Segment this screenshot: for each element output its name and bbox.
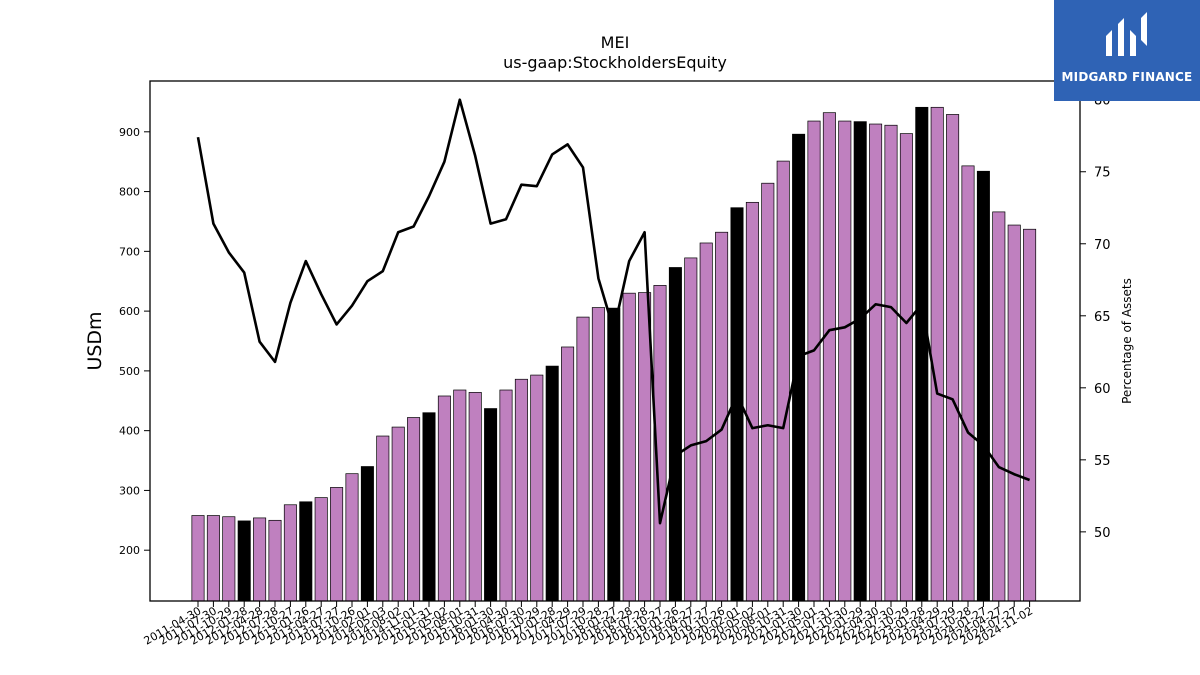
bar [1007,224,1021,602]
bar [314,497,328,602]
bar [869,123,883,602]
bar [360,466,374,602]
bar [992,211,1006,602]
bar [345,473,359,602]
plot-frame [149,80,1081,602]
y-tick-label: 400 [119,425,140,438]
bar [253,517,267,602]
y-tick-label: 600 [119,305,140,318]
bar [514,378,528,602]
y2-tick-label: 60 [1094,382,1111,397]
bar [437,395,451,602]
bar [268,519,282,602]
y-axis-label: USDm [84,311,106,370]
y-tick-label: 500 [119,365,140,378]
bar [622,292,636,602]
bar [330,487,344,602]
brand-name: MIDGARD FINANCE [1061,70,1193,84]
bar [237,520,251,602]
bar [976,170,990,602]
bar [761,182,775,602]
bar [961,165,975,602]
bar [638,292,652,602]
bar [1023,228,1037,602]
bar [222,516,236,602]
bar [946,114,960,602]
bar [853,121,867,602]
bar [699,242,713,602]
bar [776,160,790,602]
bar [545,365,559,602]
bar [684,257,698,602]
y-tick-label: 300 [119,484,140,497]
bar [915,106,929,602]
bar [899,133,913,602]
brand-logo: MIDGARD FINANCE [1054,0,1200,101]
chart-title: MEI [601,33,630,52]
bar [407,417,421,602]
bar [283,504,297,602]
bar [591,307,605,602]
bar [453,389,467,602]
bar [807,120,821,602]
y2-axis-label: Percentage of Assets [1120,278,1134,404]
bar [884,124,898,602]
bar [745,201,759,602]
percentage-line [196,98,1031,525]
bar-series [191,106,1037,602]
midgard-m-logo-icon [1106,12,1147,56]
y-tick-label: 800 [119,186,140,199]
bar [838,120,852,602]
y2-tick-label: 70 [1094,238,1111,253]
chart-subtitle: us-gaap:StockholdersEquity [503,53,727,72]
bar [576,316,590,602]
bar [715,231,729,602]
bar [561,346,575,602]
bar [530,374,544,602]
line-series [196,98,1031,525]
bar [391,426,405,602]
bar [422,412,436,602]
bar [206,515,220,602]
y2-tick-label: 55 [1094,454,1111,469]
y-tick-label: 900 [119,126,140,139]
left-axis-ticks: 200 300 400 500 600 700 800 900 [119,126,150,557]
bar [468,392,482,602]
bar [668,267,682,602]
bar [376,435,390,602]
y-tick-label: 700 [119,245,140,258]
bar [792,133,806,602]
y2-tick-label: 65 [1094,310,1111,325]
bar [930,106,944,602]
y2-tick-label: 50 [1094,526,1111,541]
bar [499,389,513,602]
bar [191,515,205,602]
y-tick-label: 200 [119,544,140,557]
x-axis-ticks: 2011-04-302011-07-302011-10-292012-01-28… [142,601,1035,648]
y2-tick-label: 75 [1094,166,1111,181]
bar [484,408,498,602]
bar [822,112,836,602]
bar [607,307,621,602]
bar [299,501,313,602]
